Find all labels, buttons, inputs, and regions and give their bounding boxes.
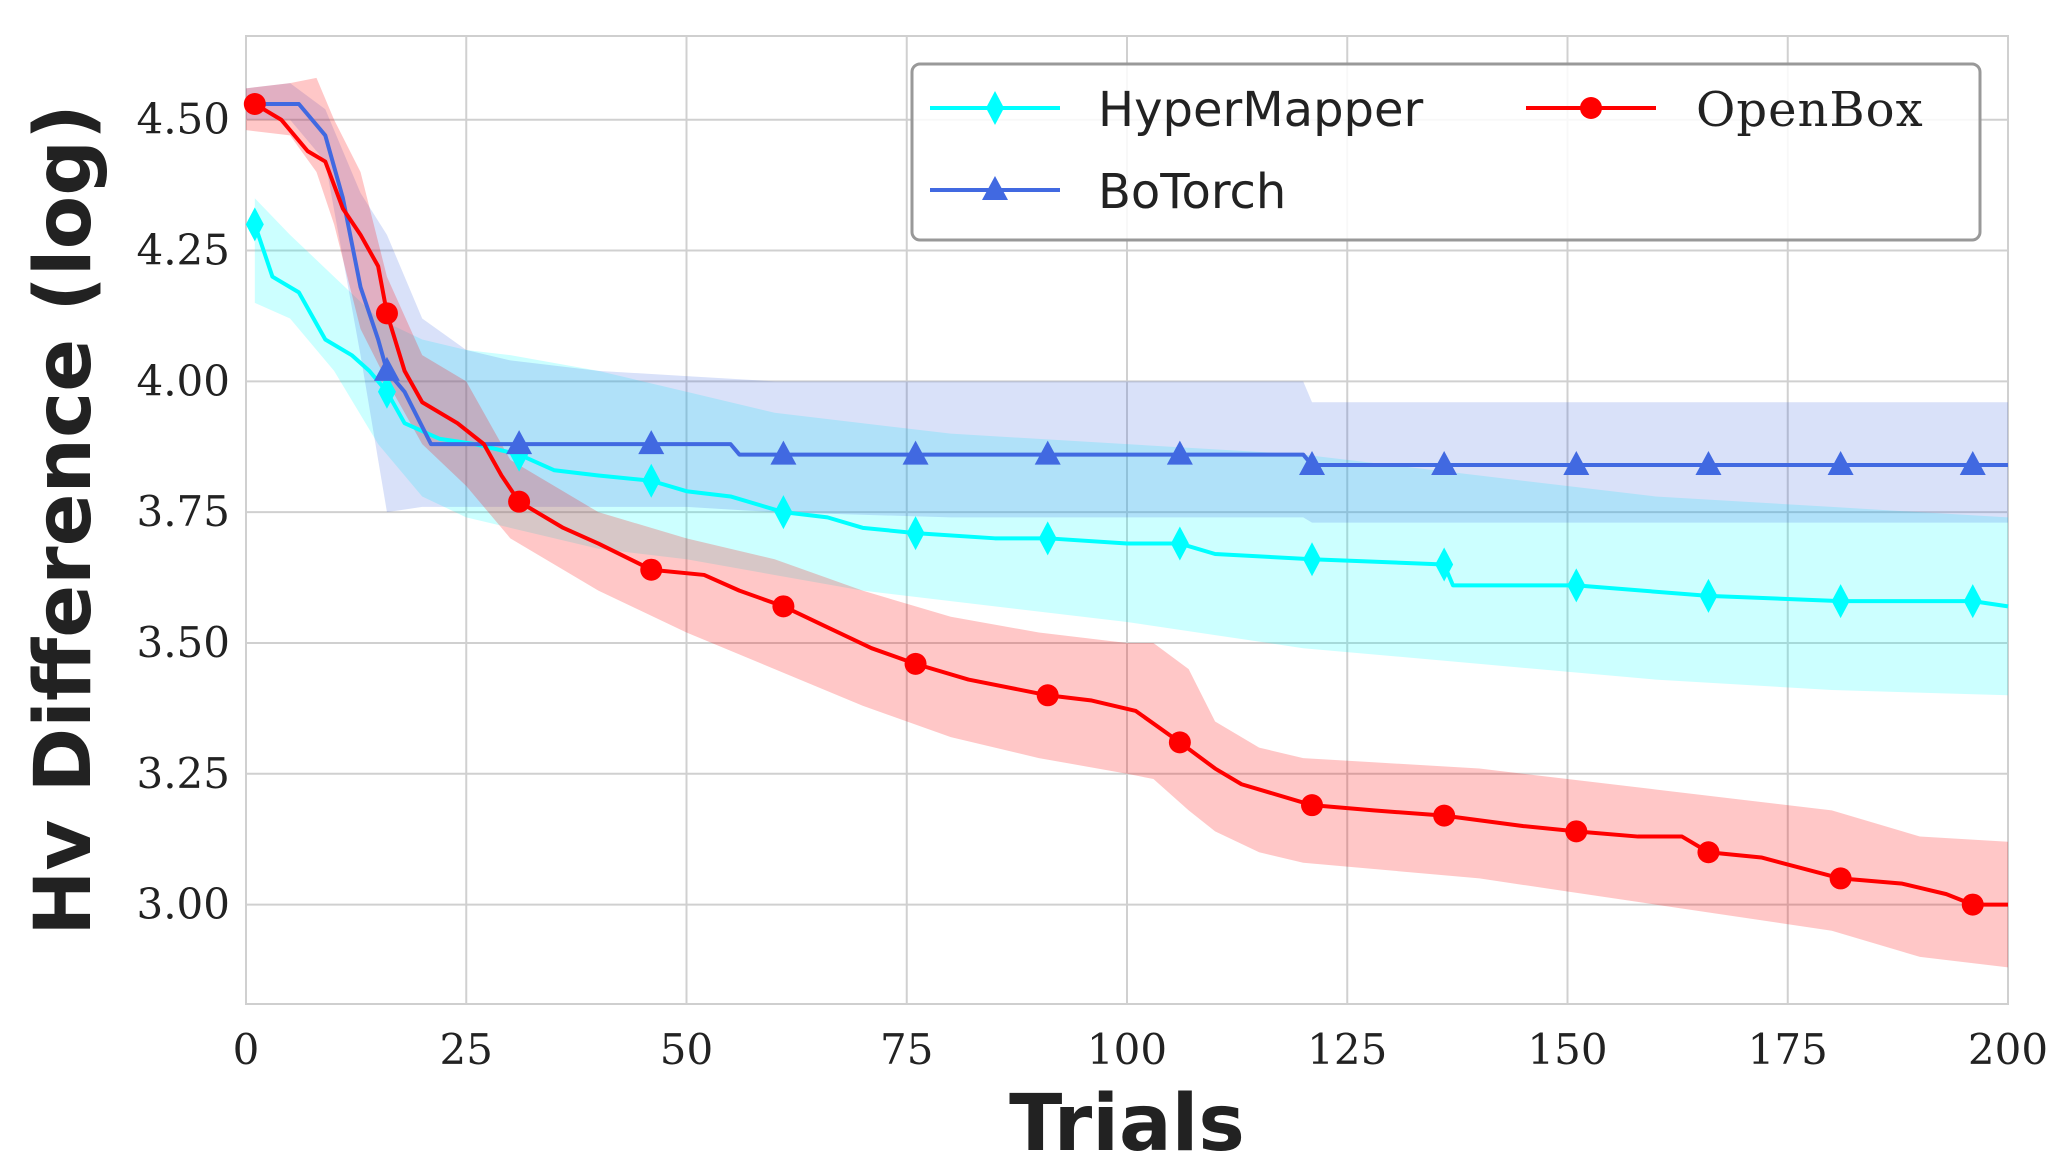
x-tick-label: 0 [233,1025,260,1074]
marker-openbox [243,93,266,116]
marker-hypermapper [1699,578,1718,613]
legend: HyperMapper BoTorch OpenBox [910,62,1982,242]
marker-botorch [1959,451,1986,476]
marker-hypermapper [642,463,661,498]
marker-openbox [1301,794,1324,817]
x-tick-label: 25 [440,1025,493,1074]
legend-marker-hypermapper [986,91,1004,125]
marker-openbox [1829,867,1852,890]
legend-label-botorch: BoTorch [1098,164,1286,220]
y-tick-label: 3.75 [136,487,230,536]
marker-openbox [508,490,531,513]
marker-hypermapper [906,516,925,551]
marker-openbox [1565,820,1588,843]
x-tick-label: 175 [1748,1025,1828,1074]
legend-marker-botorch [982,176,1008,200]
marker-hypermapper [1567,568,1586,603]
marker-botorch [1695,451,1722,476]
x-tick-label: 50 [660,1025,713,1074]
y-tick-label: 4.50 [136,95,230,144]
marker-openbox [1697,841,1720,864]
marker-openbox [772,595,795,618]
y-axis-title: Hv Difference (log) [19,104,109,936]
legend-box [910,62,1982,242]
y-tick-label: 4.00 [136,356,230,405]
y-tick-label: 3.00 [136,880,230,929]
marker-hypermapper [1170,526,1189,561]
y-tick-labels: 3.00 3.25 3.50 3.75 4.00 4.25 4.50 [136,95,230,929]
band-hypermapper [254,198,2008,696]
marker-openbox [1036,684,1059,707]
x-tick-label: 150 [1527,1025,1607,1074]
marker-hypermapper [245,207,264,242]
y-tick-label: 3.25 [136,749,230,798]
x-tick-label: 200 [1968,1025,2048,1074]
x-axis-title: Trials [1009,1079,1245,1158]
x-tick-label: 75 [880,1025,933,1074]
marker-openbox [904,652,927,675]
marker-botorch [770,440,797,465]
marker-openbox [375,302,398,325]
marker-botorch [1431,451,1458,476]
marker-hypermapper [1038,521,1057,556]
marker-botorch [1034,440,1061,465]
marker-botorch [1827,451,1854,476]
marker-botorch [1299,451,1326,476]
marker-botorch [373,356,400,381]
marker-openbox [640,558,663,581]
x-tick-labels: 0 25 50 75 100 125 150 175 200 [233,1025,2048,1074]
x-tick-label: 125 [1307,1025,1387,1074]
y-tick-label: 4.25 [136,226,230,275]
marker-openbox [1433,804,1456,827]
x-tick-label: 100 [1087,1025,1167,1074]
legend-label-hypermapper: HyperMapper [1098,82,1424,138]
marker-hypermapper [377,374,396,409]
legend-marker-openbox [1580,97,1602,119]
marker-openbox [1168,731,1191,754]
marker-hypermapper [1831,584,1850,619]
marker-hypermapper [774,495,793,530]
marker-botorch [1563,451,1590,476]
marker-hypermapper [1435,547,1454,582]
marker-openbox [1961,893,1984,916]
y-tick-label: 3.50 [136,618,230,667]
series-markers [243,93,1986,916]
marker-botorch [638,430,665,455]
marker-botorch [506,430,533,455]
marker-botorch [1166,440,1193,465]
marker-hypermapper [1963,584,1982,619]
band-botorch [246,83,2008,523]
marker-hypermapper [1303,542,1322,577]
legend-label-openbox: OpenBox [1696,82,1924,138]
marker-botorch [902,440,929,465]
